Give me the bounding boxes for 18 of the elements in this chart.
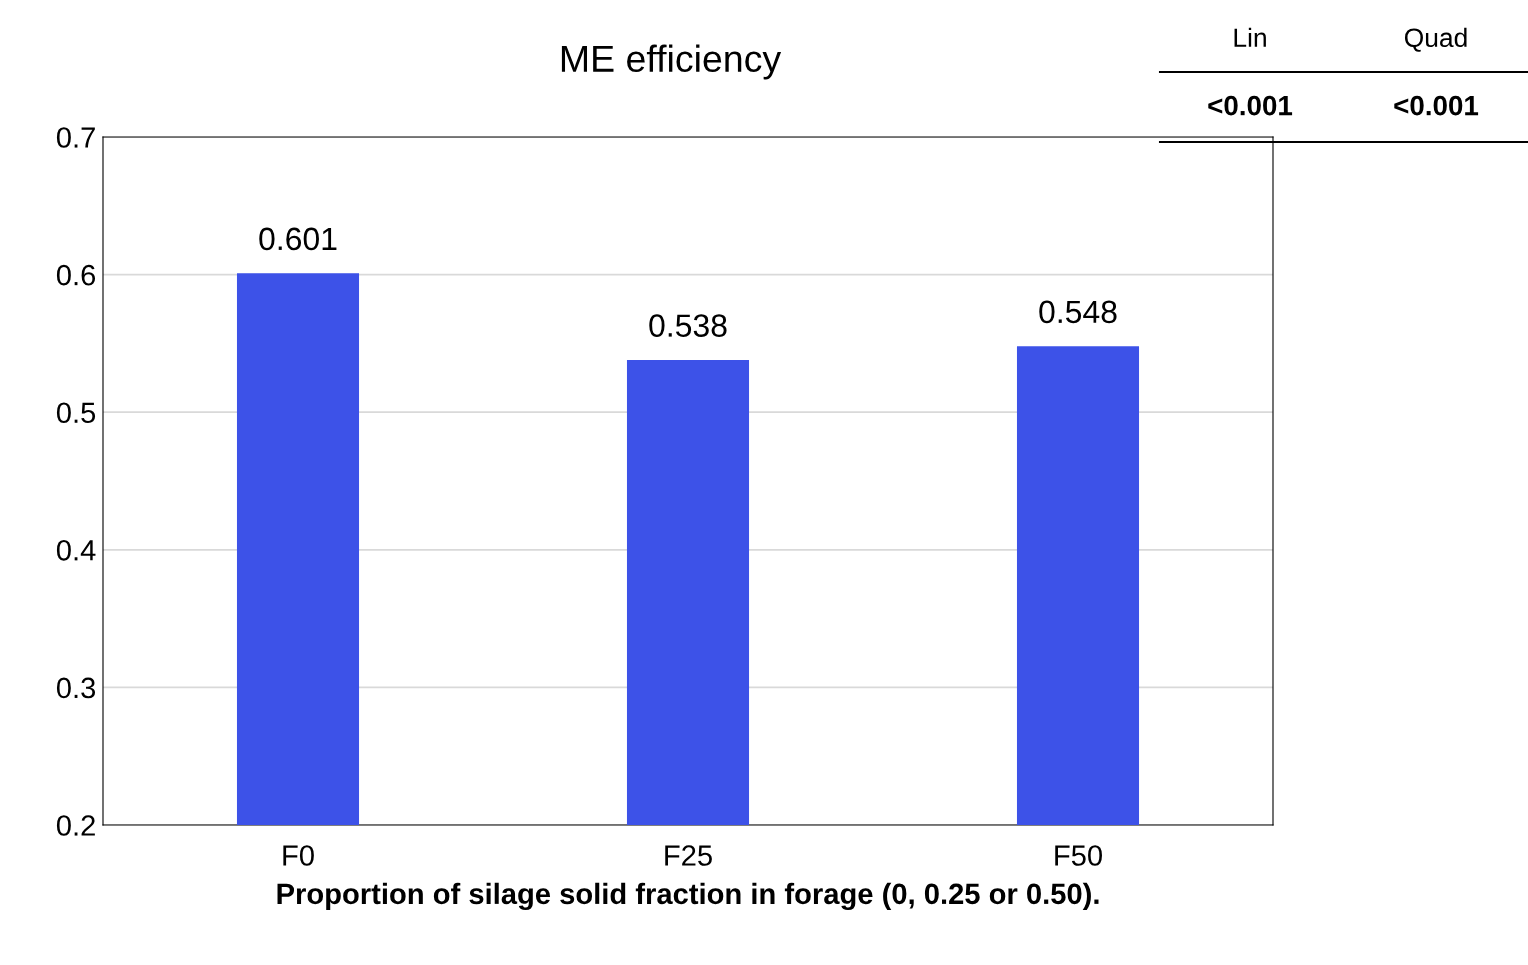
text: <0.001	[1208, 95, 1293, 116]
text: Quad	[1404, 27, 1467, 52]
text: <0.001	[1394, 95, 1479, 116]
y-tick-label: 0.6	[56, 264, 96, 286]
x-axis-title: Proportion of silage solid fraction in forage (0, 0.25 or 0.50).	[277, 882, 1099, 911]
data-label: 0.548	[1039, 300, 1117, 324]
y-tick-label: 0.5	[56, 402, 96, 424]
x-tick-label: F0	[283, 845, 314, 866]
x-tick-label: F25	[665, 845, 712, 866]
y-tick-label: 0.3	[56, 677, 96, 699]
y-tick-label: 0.7	[56, 127, 95, 148]
y-tick-label: 0.2	[56, 815, 95, 836]
x-tick-label: F50	[1055, 845, 1102, 866]
text: Lin	[1234, 27, 1266, 47]
data-label: 0.601	[259, 227, 337, 251]
chart-title: ME efficiency	[561, 44, 782, 80]
y-tick-label: 0.4	[56, 540, 96, 561]
data-label: 0.538	[649, 314, 727, 337]
